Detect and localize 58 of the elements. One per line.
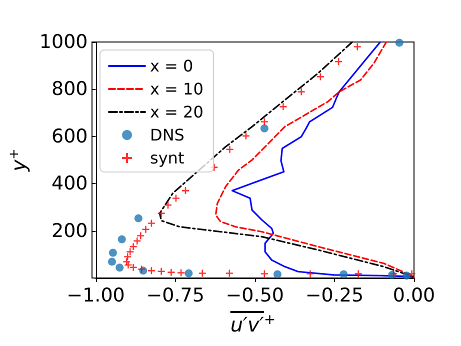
y-tick-label: 400 bbox=[51, 172, 88, 195]
point bbox=[132, 236, 142, 246]
point bbox=[108, 248, 117, 257]
point bbox=[198, 269, 207, 278]
point bbox=[172, 194, 180, 202]
x-tick-label: −0.75 bbox=[146, 284, 204, 306]
point bbox=[260, 124, 268, 132]
legend-label: x = 20 bbox=[150, 102, 204, 122]
point bbox=[142, 225, 150, 234]
point bbox=[157, 209, 166, 218]
point bbox=[147, 219, 156, 228]
legend-label: x = 0 bbox=[150, 56, 194, 76]
point bbox=[395, 38, 404, 47]
point bbox=[306, 270, 314, 278]
point bbox=[147, 266, 156, 275]
point bbox=[316, 72, 325, 81]
point bbox=[260, 118, 269, 126]
point bbox=[353, 42, 362, 51]
point bbox=[118, 235, 126, 244]
point bbox=[226, 145, 234, 154]
point bbox=[279, 102, 288, 111]
legend-label: x = 10 bbox=[150, 80, 204, 98]
y-axis-title: y+ bbox=[6, 148, 30, 172]
point bbox=[297, 88, 306, 96]
point bbox=[260, 270, 269, 278]
point bbox=[176, 268, 186, 277]
point bbox=[134, 214, 142, 222]
point bbox=[273, 270, 282, 278]
point bbox=[164, 200, 172, 210]
point bbox=[184, 269, 193, 278]
y-tick-label: 800 bbox=[51, 78, 88, 100]
point bbox=[340, 270, 348, 278]
point bbox=[167, 268, 176, 276]
x-tick-label: −1.00 bbox=[66, 284, 125, 306]
point bbox=[225, 269, 234, 278]
point bbox=[122, 258, 131, 266]
x-axis-title: u′v′$^{+}$ bbox=[229, 312, 277, 337]
point bbox=[242, 132, 250, 140]
point bbox=[123, 252, 132, 261]
x-tick-label: −0.50 bbox=[226, 284, 284, 306]
y-tick-label: 600 bbox=[51, 125, 88, 148]
point bbox=[408, 270, 416, 278]
y-tick-label: 1000 bbox=[39, 31, 88, 53]
point bbox=[354, 270, 362, 278]
point bbox=[157, 267, 166, 276]
point bbox=[108, 258, 116, 266]
point bbox=[402, 272, 411, 280]
legend-label: synt bbox=[150, 148, 184, 168]
x-tick-label: 0.00 bbox=[392, 284, 436, 306]
point bbox=[136, 232, 145, 240]
legend-label: DNS bbox=[150, 126, 184, 144]
y-tick-label: 200 bbox=[51, 220, 88, 242]
point bbox=[334, 57, 343, 66]
point bbox=[181, 186, 190, 195]
x-tick-label: −0.25 bbox=[305, 284, 364, 306]
point bbox=[129, 242, 138, 251]
point bbox=[126, 248, 134, 256]
point bbox=[116, 264, 124, 272]
